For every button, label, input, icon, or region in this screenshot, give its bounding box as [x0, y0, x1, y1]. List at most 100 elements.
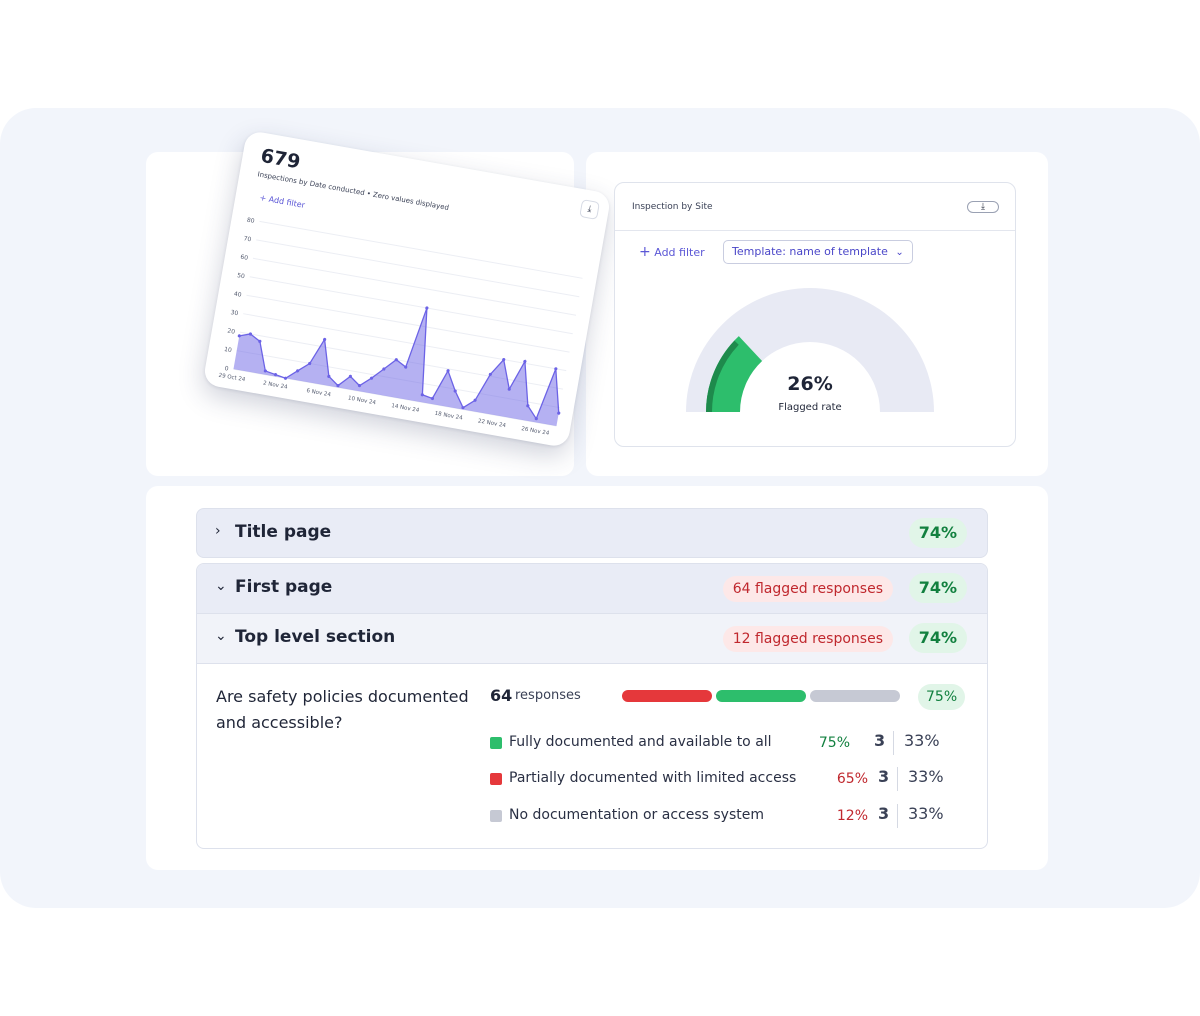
data-point — [327, 374, 331, 378]
option-row: Fully documented and available to all 75… — [490, 731, 950, 755]
y-tick-label: 40 — [233, 291, 242, 299]
inspections-line-chart-card: 679 Inspections by Date conducted • Zero… — [202, 129, 612, 449]
section-group-first-page: ⌄ First page 64 flagged responses 74% ⌄ … — [196, 563, 988, 849]
data-point — [273, 372, 278, 377]
chevron-down-icon: ⌄ — [895, 247, 904, 258]
option-label: No documentation or access system — [509, 807, 764, 823]
option-share: 33% — [904, 731, 940, 750]
option-separator — [893, 731, 894, 755]
data-point — [394, 358, 398, 362]
add-filter-label: Add filter — [654, 246, 705, 259]
option-separator — [897, 804, 898, 828]
data-point — [523, 359, 527, 364]
x-tick-label: 22 Nov 24 — [477, 418, 506, 429]
template-select[interactable]: Template: name of template ⌄ — [723, 240, 913, 264]
gauge-label: Flagged rate — [778, 402, 842, 413]
download-icon: ⤓ — [981, 202, 985, 212]
data-point — [557, 411, 561, 415]
option-count: 3 — [878, 767, 890, 786]
option-separator — [897, 767, 898, 791]
data-point — [382, 367, 386, 371]
series-line — [239, 307, 560, 421]
option-color-swatch — [490, 737, 502, 749]
data-point — [248, 332, 252, 336]
data-point — [420, 393, 424, 397]
option-count: 3 — [874, 731, 886, 750]
option-color-swatch — [490, 773, 502, 785]
chart-gridline — [249, 276, 573, 335]
data-point — [283, 376, 288, 380]
x-tick-label: 26 Nov 24 — [521, 426, 550, 437]
chart-gridline — [239, 331, 564, 390]
option-share: 33% — [908, 767, 944, 786]
y-tick-label: 60 — [240, 254, 249, 262]
gauge-card-header: Inspection by Site ⤓ — [615, 183, 1015, 231]
y-tick-label: 80 — [246, 217, 255, 225]
data-point — [526, 404, 530, 408]
option-row: Partially documented with limited access… — [490, 767, 950, 791]
section-title-page[interactable]: › Title page 74% — [196, 508, 988, 558]
data-point — [425, 306, 429, 310]
data-point — [473, 398, 477, 402]
chevron-down-icon: ⌄ — [215, 578, 227, 594]
data-point — [237, 334, 241, 338]
data-point — [357, 383, 362, 388]
section-score-badge: 74% — [908, 573, 967, 603]
chart-gridline — [246, 294, 570, 353]
option-label: Partially documented with limited access — [509, 770, 797, 786]
data-point — [453, 389, 457, 393]
data-point — [507, 387, 511, 391]
flagged-responses-badge: 64 flagged responses — [722, 576, 893, 602]
data-point — [446, 369, 450, 373]
data-point — [348, 374, 352, 378]
section-label: Top level section — [235, 627, 396, 647]
data-point — [554, 367, 558, 371]
section-top-level[interactable]: ⌄ Top level section 12 flagged responses… — [197, 614, 987, 664]
data-point — [323, 337, 327, 342]
data-point — [296, 369, 300, 373]
y-tick-label: 20 — [227, 327, 236, 335]
x-tick-label: 2 Nov 24 — [263, 380, 289, 390]
data-point — [430, 396, 435, 401]
data-point — [461, 406, 465, 410]
option-percent: 12% — [836, 808, 868, 824]
chart-gridline — [243, 313, 567, 372]
y-tick-label: 0 — [224, 365, 229, 373]
flagged-responses-badge: 12 flagged responses — [722, 626, 893, 652]
question-score-badge: 75% — [918, 684, 966, 710]
section-score-badge: 74% — [908, 623, 967, 653]
option-color-swatch — [490, 810, 502, 822]
data-point — [336, 384, 340, 388]
response-bar-red — [622, 690, 712, 702]
data-point — [258, 339, 262, 343]
response-bar-green — [716, 690, 806, 702]
data-point — [502, 358, 506, 362]
data-point — [263, 369, 267, 373]
data-point — [308, 361, 312, 366]
chevron-down-icon: ⌄ — [215, 628, 227, 644]
gauge-add-filter-button[interactable]: + Add filter — [639, 244, 705, 260]
x-tick-label: 10 Nov 24 — [347, 395, 376, 406]
plus-icon: + — [639, 244, 651, 260]
x-tick-label: 6 Nov 24 — [306, 388, 332, 398]
option-share: 33% — [908, 804, 944, 823]
line-chart-plot: 80 70 60 50 40 30 20 10 029 Oct 24 2 Nov 24 6 Nov … — [218, 217, 583, 437]
y-tick-label: 50 — [237, 272, 246, 280]
y-tick-label: 10 — [223, 346, 232, 354]
gauge-card-title: Inspection by Site — [632, 202, 713, 212]
gauge-value: 26% — [787, 373, 833, 395]
chevron-right-icon: › — [215, 523, 221, 539]
option-count: 3 — [878, 804, 890, 823]
chart-gridline — [256, 239, 580, 298]
gauge-fill — [706, 336, 763, 412]
flagged-rate-gauge — [686, 288, 934, 412]
response-count-label: responses — [515, 688, 581, 703]
section-first-page[interactable]: ⌄ First page 64 flagged responses 74% — [197, 564, 987, 614]
gauge-download-button[interactable]: ⤓ — [967, 201, 999, 213]
data-point — [369, 376, 374, 380]
data-point — [404, 365, 408, 369]
data-point — [534, 417, 538, 421]
option-percent: 75% — [818, 735, 850, 751]
chart-gridline — [252, 257, 577, 316]
option-percent: 65% — [836, 771, 868, 787]
